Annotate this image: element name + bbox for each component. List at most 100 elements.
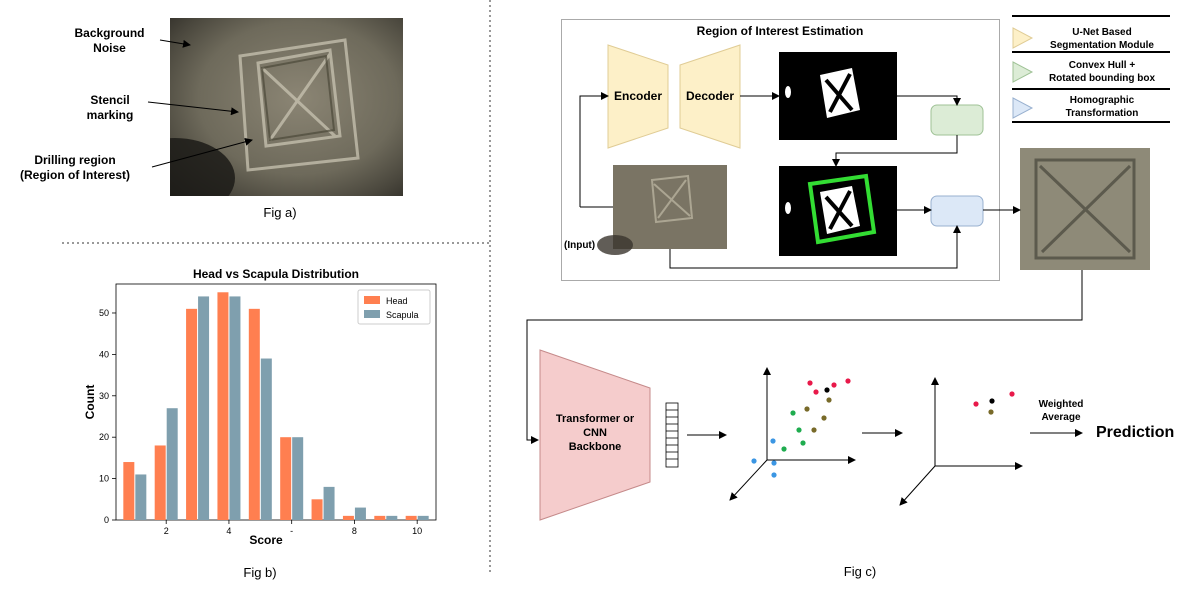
bar-head-9 [374,515,386,520]
input-label: (Input) [564,240,596,251]
legend-label-head: Head [386,296,408,306]
chart-x-axis: 2 4 - 8 10 [164,520,422,536]
embedding-point-8 [811,427,817,433]
nearest-neighbor-points [973,391,1015,415]
legend-swatch-homography [1012,97,1034,119]
bar-scapula-6 [292,437,304,520]
decoder-label: Decoder [685,89,735,103]
embedding-point-6 [826,397,832,403]
chart-x-label: Score [249,533,283,547]
bar-scapula-4 [229,296,241,520]
x-tick-label-6: - [290,526,293,536]
embedding-point-15 [771,460,777,466]
bar-head-6 [280,437,292,520]
x-tick-label-4: 4 [226,526,231,536]
neighbor-point-0 [973,401,979,407]
y-tick-label-0: 0 [104,515,109,525]
label-stencil-marking: Stencil marking [86,93,134,122]
bar-scapula-9 [386,515,398,520]
embedding-point-12 [800,440,806,446]
y-tick-label-30: 30 [99,391,109,401]
neighbor-point-3 [988,409,994,415]
y-tick-label-20: 20 [99,432,109,442]
embedding-space-axes [729,367,856,501]
encoder-shape [607,44,669,149]
fig-c-diagram [526,44,1150,521]
roi-title: Region of Interest Estimation [696,24,864,38]
embedding-point-13 [770,438,776,444]
bar-head-2 [154,445,166,520]
bar-head-5 [248,308,260,520]
caption-fig-b: Fig b) [243,565,277,580]
chart-title: Head vs Scapula Distribution [193,267,359,281]
fig-a-pointer-arrows [147,39,253,168]
backbone-label: Transformer or CNN Backbone [555,413,635,453]
label-background-noise: Background Noise [74,26,145,55]
bar-head-7 [311,499,323,520]
legend-swatch-convex [1012,61,1034,83]
stencil-marking-drawing [170,38,360,196]
homography-box [930,195,984,227]
feature-vector [665,402,679,468]
chart-plot-area [115,283,437,521]
x-tick-label-8: 8 [352,526,357,536]
legend-item-convex-hull: Convex Hull + Rotated bounding box [1048,60,1156,84]
stencil-photo-fig-a [170,18,403,196]
legend-swatch-head [364,296,380,304]
weighted-average-label: Weighted Average [1038,399,1084,423]
embedding-point-16 [771,472,777,478]
legend-item-homography: Homographic Transformation [1065,95,1139,119]
embedding-point-2 [831,382,837,388]
prediction-label: Prediction [1096,424,1175,441]
chart-y-axis: 0 10 20 30 40 50 [99,308,116,525]
caption-fig-c: Fig c) [843,564,877,579]
neighbor-point-1 [989,398,995,404]
bar-scapula-3 [198,296,210,520]
encoder-label: Encoder [613,89,662,103]
legend-swatch-scapula [364,310,380,318]
bar-scapula-5 [260,358,272,520]
chart-bars [123,292,429,520]
embedding-points [751,378,851,478]
bar-scapula-10 [417,515,429,520]
decoder-shape [679,44,741,149]
legend-item-unet: U-Net Based Segmentation Module [1050,27,1154,51]
embedding-point-1 [824,387,830,393]
embedding-point-5 [804,406,810,412]
bar-head-3 [186,308,198,520]
x-tick-label-10: 10 [412,526,422,536]
convex-hull-box [930,104,984,136]
embedding-point-0 [807,380,813,386]
x-tick-label-2: 2 [164,526,169,536]
caption-fig-a: Fig a) [263,205,297,220]
neighbor-point-2 [1009,391,1015,397]
embedding-point-7 [821,415,827,421]
method-legend: U-Net Based Segmentation Module Convex H… [1012,14,1170,124]
bar-scapula-8 [354,507,366,520]
legend-label-scapula: Scapula [386,310,419,320]
chart-y-label: Count [83,385,97,420]
label-drilling-region: Drilling region (Region of Interest) [20,153,130,182]
rotated-bounding-box [807,173,877,245]
backbone-shape [539,349,651,521]
legend-swatch-unet [1012,27,1034,49]
bar-head-4 [217,292,229,520]
embedding-point-4 [813,389,819,395]
bar-scapula-2 [166,408,178,520]
embedding-point-3 [845,378,851,384]
bar-head-1 [123,462,135,520]
bar-scapula-7 [323,486,335,520]
y-tick-label-10: 10 [99,474,109,484]
bar-scapula-1 [135,474,147,520]
bar-head-10 [405,515,417,520]
y-tick-label-40: 40 [99,349,109,359]
bar-head-8 [342,515,354,520]
embedding-point-10 [796,427,802,433]
embedding-point-14 [751,458,757,464]
chart-legend: Head Scapula [357,289,431,325]
embedding-point-11 [781,446,787,452]
y-tick-label-50: 50 [99,308,109,318]
head-vs-scapula-chart: Head vs Scapula Distribution 0 10 20 30 40 50… [83,267,437,547]
embedding-point-9 [790,410,796,416]
